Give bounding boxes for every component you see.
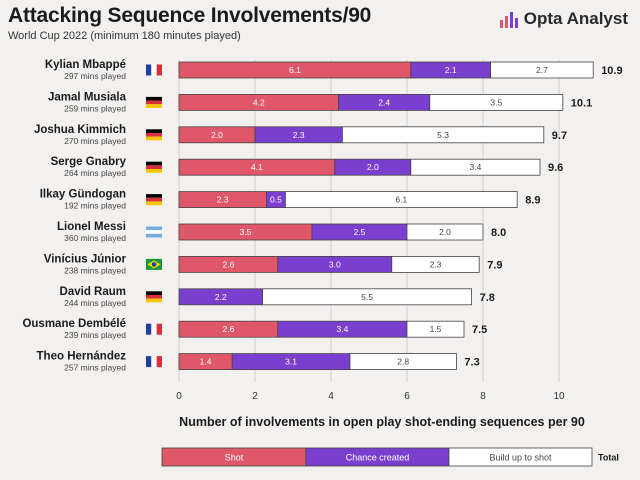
total-label: 8.9 [525, 195, 540, 207]
legend-label: Build up to shot [489, 453, 552, 463]
total-label: 10.1 [571, 97, 592, 109]
france-flag-icon [146, 356, 162, 368]
buildup-segment-label: 2.3 [430, 259, 442, 269]
buildup-segment [406, 320, 465, 338]
x-tick-label: 0 [176, 391, 182, 402]
argentina-flag-icon [146, 226, 162, 238]
shot-segment-label: 4.2 [253, 97, 265, 107]
shot-segment-label: 2.0 [211, 130, 223, 140]
chance-segment-label: 2.4 [378, 97, 390, 107]
chance-segment-label: 2.1 [445, 65, 457, 75]
germany-flag-icon [146, 194, 162, 206]
legend-total-label: Total [598, 453, 619, 463]
buildup-segment [262, 288, 473, 306]
player-name: Ilkay Gündogan [40, 189, 126, 201]
chart-subtitle: World Cup 2022 (minimum 180 minutes play… [8, 30, 241, 42]
legend-label: Shot [225, 453, 244, 463]
player-mins: 239 mins played [64, 330, 126, 340]
player-mins: 259 mins played [64, 103, 126, 113]
x-axis-title: Number of involvements in open play shot… [179, 415, 585, 429]
chance-segment-label: 2.0 [367, 162, 379, 172]
buildup-segment [349, 353, 457, 371]
total-label: 9.7 [552, 130, 567, 142]
brazil-flag-icon [146, 258, 162, 270]
chance-segment-label: 2.3 [293, 130, 305, 140]
chance-segment-label: 2.5 [354, 227, 366, 237]
shot-segment-label: 4.1 [251, 162, 263, 172]
buildup-segment-label: 2.8 [397, 357, 409, 367]
player-mins: 360 mins played [64, 233, 126, 243]
legend-label: Chance created [346, 453, 410, 463]
shot-segment-label: 2.6 [222, 259, 234, 269]
chart-title: Attacking Sequence Involvements/90 [8, 4, 372, 27]
germany-flag-icon [146, 129, 162, 141]
player-name: Joshua Kimmich [34, 124, 126, 136]
total-label: 9.6 [548, 162, 563, 174]
chance-segment-label: 3.0 [329, 259, 341, 269]
shot-segment-label: 3.5 [240, 227, 252, 237]
buildup-segment-label: 5.3 [437, 130, 449, 140]
player-name: David Raum [60, 286, 126, 298]
buildup-segment-label: 2.7 [536, 65, 548, 75]
player-name: Serge Gnabry [51, 156, 127, 168]
player-mins: 270 mins played [64, 136, 126, 146]
buildup-segment [429, 94, 564, 111]
x-tick-label: 8 [480, 391, 486, 402]
chance-segment-label: 3.1 [285, 357, 297, 367]
legend-swatch-2 [448, 447, 593, 467]
buildup-segment-label: 3.5 [490, 97, 502, 107]
buildup-segment-label: 5.5 [361, 292, 373, 302]
buildup-segment-label: 1.5 [430, 324, 442, 334]
buildup-segment [284, 191, 518, 209]
player-mins: 244 mins played [64, 298, 126, 308]
brand: Opta Analyst [498, 8, 628, 30]
shot-segment-label: 2.3 [217, 195, 229, 205]
buildup-segment-label: 3.4 [469, 162, 481, 172]
france-flag-icon [146, 64, 162, 76]
germany-flag-icon [146, 161, 162, 173]
buildup-segment [391, 255, 480, 273]
germany-flag-icon [146, 291, 162, 303]
opta-logo-icon [499, 12, 518, 28]
player-name: Ousmane Dembélé [22, 318, 126, 330]
buildup-segment-label: 6.1 [395, 195, 407, 205]
brand-name: Opta Analyst [523, 9, 628, 28]
x-tick-label: 10 [553, 391, 565, 402]
x-tick-label: 2 [252, 391, 258, 402]
x-tick-label: 6 [404, 391, 410, 402]
player-mins: 257 mins played [64, 363, 126, 373]
chance-segment-label: 3.4 [336, 324, 348, 334]
total-label: 7.8 [480, 292, 495, 304]
germany-flag-icon [146, 96, 162, 108]
buildup-segment [410, 158, 541, 176]
shot-segment-label: 6.1 [289, 65, 301, 75]
france-flag-icon [146, 323, 162, 335]
player-name: Lionel Messi [57, 221, 126, 233]
player-mins: 238 mins played [64, 265, 126, 275]
buildup-segment-label: 2.0 [439, 227, 451, 237]
total-label: 7.9 [487, 259, 502, 271]
chance-segment-label: 2.2 [215, 292, 227, 302]
player-name: Jamal Musiala [48, 91, 127, 103]
player-mins: 192 mins played [64, 201, 126, 211]
player-mins: 264 mins played [64, 168, 126, 178]
buildup-segment [490, 61, 594, 79]
shot-segment-label: 2.6 [222, 324, 234, 334]
shot-segment-label: 1.4 [200, 357, 212, 367]
buildup-segment [406, 223, 484, 241]
total-label: 10.9 [601, 65, 622, 77]
player-mins: 297 mins played [64, 71, 126, 81]
x-tick-label: 4 [328, 391, 334, 402]
total-label: 7.3 [464, 357, 479, 369]
buildup-segment [341, 126, 545, 144]
player-name: Vinícius Júnior [44, 253, 127, 265]
total-label: 7.5 [472, 324, 487, 336]
player-name: Theo Hernández [37, 351, 127, 363]
total-label: 8.0 [491, 227, 506, 239]
player-name: Kylian Mbappé [45, 59, 126, 71]
chance-segment-label: 0.5 [270, 195, 282, 205]
